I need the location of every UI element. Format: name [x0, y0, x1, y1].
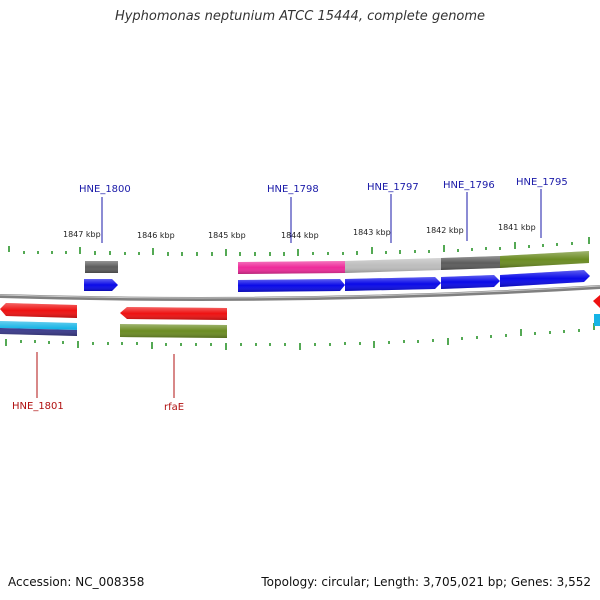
leader-lines-bottom [36, 352, 175, 398]
scale-ticks-top [8, 237, 590, 256]
kbp-label-1844: 1844 kbp [281, 231, 319, 240]
genome-summary-text: Topology: circular; Length: 3,705,021 bp… [261, 575, 591, 589]
kbp-label-1846: 1846 kbp [137, 231, 175, 240]
leader-lines-top [101, 189, 542, 243]
feature-cyan-edge-right[interactable] [594, 314, 600, 326]
scale-ticks-bottom [5, 323, 595, 350]
feature-track-upper [85, 251, 589, 274]
feature-track-lower [0, 314, 600, 338]
kbp-label-1845: 1845 kbp [208, 231, 246, 240]
genome-title: Hyphomonas neptunium ATCC 15444, complet… [114, 9, 486, 24]
genome-backbone [0, 285, 600, 301]
gene-label-hne1801[interactable]: HNE_1801 [12, 401, 64, 412]
gene-label-hne1796[interactable]: HNE_1796 [443, 180, 495, 191]
gene-label-hne1798[interactable]: HNE_1798 [267, 184, 319, 195]
gene-labels-top: HNE_1800 HNE_1798 HNE_1797 HNE_1796 HNE_… [79, 177, 568, 195]
gene-label-rfae[interactable]: rfaE [164, 402, 184, 413]
cds-track-reverse [0, 295, 600, 320]
kbp-labels: 1847 kbp 1846 kbp 1845 kbp 1844 kbp 1843… [63, 223, 536, 240]
kbp-label-1843: 1843 kbp [353, 228, 391, 237]
kbp-label-1847: 1847 kbp [63, 230, 101, 239]
kbp-label-1841: 1841 kbp [498, 223, 536, 232]
accession-text: Accession: NC_008358 [8, 575, 145, 589]
gene-label-hne1797[interactable]: HNE_1797 [367, 182, 419, 193]
gene-label-hne1795[interactable]: HNE_1795 [516, 177, 568, 188]
gene-labels-bottom: HNE_1801 rfaE [12, 401, 184, 413]
cds-arrow-edge-right[interactable] [593, 295, 600, 308]
cds-track-forward [84, 270, 590, 292]
gene-label-hne1800[interactable]: HNE_1800 [79, 184, 131, 195]
kbp-label-1842: 1842 kbp [426, 226, 464, 235]
